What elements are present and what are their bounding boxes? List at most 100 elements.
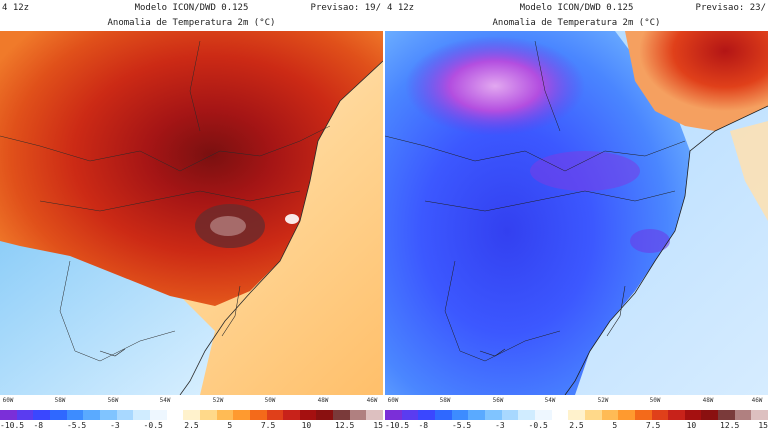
colorbar-tick-label: 15 bbox=[758, 421, 768, 430]
colorbar-swatch bbox=[418, 410, 435, 420]
colorbar-tick-label: -10.5 bbox=[385, 421, 410, 430]
lon-label: 58W bbox=[54, 397, 66, 404]
colorbar-swatch bbox=[349, 410, 367, 420]
colorbar-swatch bbox=[149, 410, 167, 420]
colorbar-tick-label: 2.5 bbox=[569, 421, 584, 430]
colorbar-swatch bbox=[551, 410, 569, 420]
colorbar-tick-label: -0.5 bbox=[143, 421, 163, 430]
map-panel-right: 4 12z Modelo ICON/DWD 0.125 Previsao: 23… bbox=[385, 0, 768, 432]
lon-label: 52W bbox=[597, 397, 609, 404]
colorbar-swatch bbox=[216, 410, 234, 420]
colorbar-swatch bbox=[634, 410, 652, 420]
colorbar-swatch bbox=[116, 410, 134, 420]
colorbar-tick-label: 12.5 bbox=[720, 421, 740, 430]
longitude-axis: 60W 58W 56W 54W 52W 50W 48W 46W bbox=[0, 397, 383, 407]
forecast-label: Previsao: 23/ bbox=[695, 3, 766, 13]
lon-label: 56W bbox=[492, 397, 504, 404]
colorbar-swatch bbox=[684, 410, 702, 420]
colorbar-swatch bbox=[133, 410, 150, 420]
colorbar-swatch bbox=[584, 410, 602, 420]
colorbar-swatch bbox=[534, 410, 552, 420]
colorbar-tick-label: -5.5 bbox=[451, 421, 472, 430]
colorbar: -10.5 -8 -5.5 -3 -0.5 2.5 5 7.5 10 12.5 15 bbox=[385, 410, 768, 432]
lon-label: 56W bbox=[107, 397, 119, 404]
field-title: Anomalia de Temperatura 2m (°C) bbox=[492, 18, 661, 28]
colorbar-swatch bbox=[299, 410, 317, 420]
colorbar-tick-label: 12.5 bbox=[335, 421, 355, 430]
colorbar-swatch bbox=[333, 410, 350, 420]
colorbar-swatch bbox=[651, 410, 669, 420]
colorbar-swatch bbox=[0, 410, 17, 420]
lon-label: 60W bbox=[2, 397, 14, 404]
model-title: Modelo ICON/DWD 0.125 bbox=[519, 3, 634, 13]
colorbar-swatch bbox=[99, 410, 117, 420]
colorbar-tick-label: 5 bbox=[612, 421, 618, 430]
colorbar-swatch bbox=[49, 410, 67, 420]
colorbar-tick-label: 7.5 bbox=[645, 421, 661, 430]
run-time-label: 4 12z bbox=[387, 3, 415, 13]
colorbar-tick-label: 5 bbox=[227, 421, 233, 430]
lon-label: 58W bbox=[439, 397, 451, 404]
lon-label: 46W bbox=[751, 397, 763, 404]
colorbar-swatch bbox=[668, 410, 685, 420]
colorbar-ticks: -10.5 -8 -5.5 -3 -0.5 2.5 5 7.5 10 12.5 15 bbox=[0, 421, 383, 431]
lon-label: 50W bbox=[649, 397, 661, 404]
colorbar-swatch bbox=[568, 410, 585, 420]
colorbar-swatch bbox=[385, 410, 402, 420]
colorbar-tick-label: -5.5 bbox=[66, 421, 87, 430]
colorbar-swatch bbox=[266, 410, 284, 420]
colorbar-swatch bbox=[366, 410, 383, 420]
lon-label: 54W bbox=[159, 397, 171, 404]
colorbar-tick-label: 15 bbox=[373, 421, 383, 430]
anomaly-map-warm bbox=[0, 31, 383, 395]
colorbar-swatch bbox=[518, 410, 535, 420]
colorbar-tick-label: 7.5 bbox=[260, 421, 276, 430]
colorbar-swatch bbox=[468, 410, 485, 420]
colorbar-swatch bbox=[501, 410, 519, 420]
colorbar: -10.5 -8 -5.5 -3 -0.5 2.5 5 7.5 10 12.5 15 bbox=[0, 410, 383, 432]
colorbar-swatch bbox=[183, 410, 200, 420]
longitude-axis: 60W 58W 56W 54W 52W 50W 48W 46W bbox=[385, 397, 768, 407]
colorbar-swatch bbox=[601, 410, 619, 420]
colorbar-swatch bbox=[33, 410, 50, 420]
colorbar-swatch bbox=[283, 410, 300, 420]
colorbar-swatch bbox=[249, 410, 267, 420]
colorbar-swatch bbox=[484, 410, 502, 420]
colorbar-swatch bbox=[701, 410, 719, 420]
colorbar-tick-label: -3 bbox=[495, 421, 505, 430]
colorbar-swatch bbox=[233, 410, 250, 420]
colorbar-tick-label: -3 bbox=[110, 421, 120, 430]
colorbar-tick-label: 10 bbox=[301, 421, 312, 430]
colorbar-swatch bbox=[734, 410, 752, 420]
colorbar-swatch bbox=[316, 410, 334, 420]
anomaly-map-cold bbox=[385, 31, 768, 395]
colorbar-tick-label: -0.5 bbox=[528, 421, 548, 430]
colorbar-swatch bbox=[66, 410, 84, 420]
colorbar-tick-label: -8 bbox=[418, 421, 429, 430]
colorbar-swatch bbox=[401, 410, 419, 420]
map-panel-left: 4 12z Modelo ICON/DWD 0.125 Previsao: 19… bbox=[0, 0, 383, 432]
colorbar-tick-label: -8 bbox=[33, 421, 44, 430]
forecast-label: Previsao: 19/ bbox=[310, 3, 381, 13]
lon-label: 48W bbox=[317, 397, 329, 404]
colorbar-swatch bbox=[618, 410, 635, 420]
colorbar-swatch bbox=[16, 410, 34, 420]
colorbar-swatches bbox=[385, 410, 768, 420]
colorbar-ticks: -10.5 -8 -5.5 -3 -0.5 2.5 5 7.5 10 12.5 15 bbox=[385, 421, 768, 431]
colorbar-tick-label: 2.5 bbox=[184, 421, 199, 430]
colorbar-swatch bbox=[451, 410, 469, 420]
colorbar-swatch bbox=[751, 410, 768, 420]
field-title: Anomalia de Temperatura 2m (°C) bbox=[107, 18, 276, 28]
colorbar-swatch bbox=[83, 410, 100, 420]
run-time-label: 4 12z bbox=[2, 3, 30, 13]
lon-label: 60W bbox=[387, 397, 399, 404]
lon-label: 52W bbox=[212, 397, 224, 404]
colorbar-tick-label: 10 bbox=[686, 421, 697, 430]
lon-label: 50W bbox=[264, 397, 276, 404]
colorbar-swatch bbox=[199, 410, 217, 420]
colorbar-swatch bbox=[718, 410, 735, 420]
colorbar-swatch bbox=[166, 410, 184, 420]
lon-label: 54W bbox=[544, 397, 556, 404]
model-title: Modelo ICON/DWD 0.125 bbox=[134, 3, 249, 13]
